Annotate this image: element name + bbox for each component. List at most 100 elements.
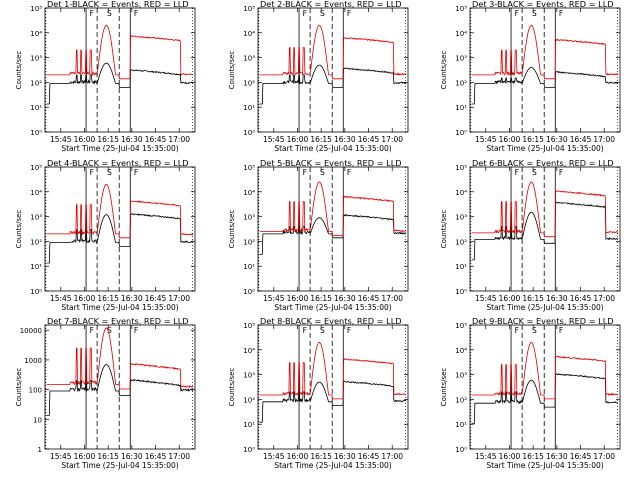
plot-frame — [469, 324, 621, 450]
y-tick-label: 10² — [455, 238, 467, 246]
y-tick-label: 10 — [33, 416, 42, 424]
x-tick-label: 16:30 — [546, 135, 568, 144]
peak-label: F — [515, 168, 519, 177]
events-series-line — [46, 364, 194, 416]
x-tick-label: 17:00 — [381, 294, 403, 303]
y-tick-label: 100 — [29, 387, 42, 395]
x-tick-label: 15:45 — [475, 452, 497, 461]
x-tick-label: 16:45 — [145, 294, 167, 303]
peak-label: S — [320, 9, 325, 18]
peak-label: F — [303, 326, 307, 335]
panel-1: Det 1-BLACK = Events, RED = LLD 10⁰ 10¹ 10²… — [15, 0, 196, 153]
y-tick-label: 10⁰ — [243, 446, 255, 454]
events-series-line — [46, 62, 194, 105]
peak-label: S — [107, 326, 112, 335]
plot-frame — [257, 7, 409, 133]
events-series-line — [259, 213, 407, 255]
panel-title: Det 5-BLACK = Events, RED = LLD — [260, 158, 402, 168]
y-tick-label: 10⁵ — [30, 164, 42, 172]
y-tick-label: 10³ — [455, 372, 467, 380]
peak-label: F — [559, 9, 563, 18]
y-tick-label: 10⁵ — [455, 322, 467, 330]
x-tick-label: 16:30 — [334, 294, 356, 303]
y-tick-label: 10³ — [243, 214, 255, 222]
plot-frame — [44, 7, 196, 133]
x-axis-label: Start Time (25-Jul-04 15:35:00) — [486, 461, 603, 470]
lld-series-line — [46, 24, 194, 80]
y-tick-label: 10³ — [243, 55, 255, 63]
y-tick-label: 10³ — [30, 214, 42, 222]
peak-label: F — [347, 168, 351, 177]
peak-label: F — [559, 168, 563, 177]
y-tick-label: 10² — [455, 396, 467, 404]
peak-label: S — [320, 168, 325, 177]
x-tick-label: 16:15 — [522, 452, 544, 461]
panel-9: Det 9-BLACK = Events, RED = LLD 10⁰ 10¹ 10²… — [440, 316, 621, 470]
x-tick-label: 16:00 — [499, 294, 521, 303]
y-tick-label: 10¹ — [243, 104, 255, 112]
x-tick-label: 16:15 — [310, 135, 332, 144]
lld-series-line — [471, 341, 619, 400]
y-tick-label: 10⁰ — [30, 129, 42, 137]
y-tick-label: 10⁴ — [30, 189, 42, 197]
x-tick-label: 16:00 — [287, 135, 309, 144]
x-tick-label: 17:00 — [593, 135, 615, 144]
x-tick-label: 17:00 — [168, 452, 190, 461]
y-tick-label: 10¹ — [243, 263, 255, 271]
x-tick-label: 16:00 — [74, 135, 96, 144]
x-tick-label: 16:00 — [74, 452, 96, 461]
plot-frame — [257, 324, 409, 450]
y-tick-label: 10⁴ — [455, 189, 467, 197]
y-tick-label: 10⁵ — [455, 164, 467, 172]
panel-title: Det 7-BLACK = Events, RED = LLD — [47, 316, 189, 326]
x-tick-label: 16:00 — [499, 452, 521, 461]
y-tick-label: 10⁵ — [243, 5, 255, 13]
peak-label: S — [107, 9, 112, 18]
y-tick-label: 10⁰ — [455, 129, 467, 137]
plot-frame — [257, 166, 409, 292]
y-axis-label: Counts/sec — [228, 51, 236, 90]
panel-2: Det 2-BLACK = Events, RED = LLD 10⁰ 10¹ 10²… — [228, 0, 409, 153]
peak-label: S — [532, 9, 537, 18]
y-tick-label: 10⁴ — [455, 347, 467, 355]
lld-series-line — [471, 24, 619, 80]
y-tick-label: 10² — [30, 79, 42, 87]
lld-series-line — [259, 181, 407, 236]
y-tick-label: 10² — [243, 238, 255, 246]
x-tick-label: 15:45 — [50, 294, 72, 303]
x-tick-label: 16:00 — [74, 294, 96, 303]
peak-label: F — [134, 9, 138, 18]
lld-series-line — [259, 24, 407, 80]
y-tick-label: 10⁴ — [455, 30, 467, 38]
y-tick-label: 10³ — [455, 55, 467, 63]
x-tick-label: 16:30 — [121, 135, 143, 144]
lld-series-line — [46, 183, 194, 239]
peak-label: F — [303, 168, 307, 177]
y-tick-label: 10² — [455, 79, 467, 87]
y-tick-label: 10⁴ — [243, 30, 255, 38]
y-tick-label: 10³ — [243, 372, 255, 380]
x-tick-label: 16:15 — [522, 135, 544, 144]
x-tick-label: 17:00 — [381, 452, 403, 461]
x-axis-label: Start Time (25-Jul-04 15:35:00) — [61, 144, 178, 153]
y-tick-label: 10⁰ — [243, 288, 255, 296]
x-tick-label: 16:30 — [334, 452, 356, 461]
x-tick-label: 15:45 — [475, 294, 497, 303]
x-axis-label: Start Time (25-Jul-04 15:35:00) — [274, 144, 391, 153]
x-tick-label: 16:15 — [97, 294, 119, 303]
panel-title: Det 9-BLACK = Events, RED = LLD — [472, 316, 614, 326]
x-axis-label: Start Time (25-Jul-04 15:35:00) — [486, 303, 603, 312]
panel-4: Det 4-BLACK = Events, RED = LLD 10⁰ 10¹ 10²… — [15, 158, 196, 312]
y-axis-label: Counts/sec — [440, 210, 448, 249]
x-axis-label: Start Time (25-Jul-04 15:35:00) — [61, 303, 178, 312]
y-tick-label: 10² — [30, 238, 42, 246]
panel-8: Det 8-BLACK = Events, RED = LLD 10⁰ 10¹ 10²… — [228, 316, 409, 470]
peak-label: S — [532, 326, 537, 335]
y-axis-label: Counts/sec — [15, 210, 23, 249]
events-series-line — [259, 64, 407, 105]
y-tick-label: 10¹ — [30, 263, 42, 271]
peak-label: S — [320, 326, 325, 335]
y-tick-label: 1 — [38, 446, 42, 454]
panel-title: Det 3-BLACK = Events, RED = LLD — [472, 0, 614, 9]
plot-frame — [469, 7, 621, 133]
